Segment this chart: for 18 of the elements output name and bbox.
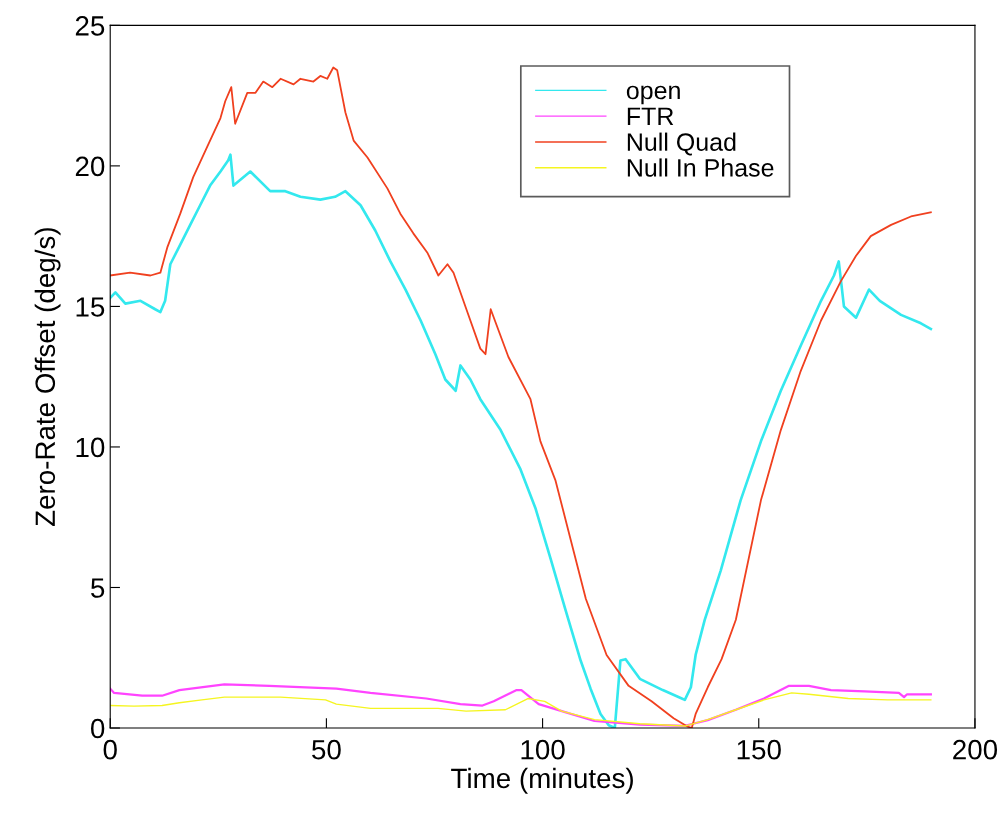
legend-label: open bbox=[626, 85, 680, 105]
legend-label: FTR bbox=[627, 107, 674, 125]
x-tick-label: 50 bbox=[312, 739, 341, 760]
x-axis-title: Time (minutes) bbox=[451, 767, 633, 794]
y-tick-label: 0 bbox=[91, 718, 105, 739]
x-tick-label: 100 bbox=[521, 739, 565, 760]
y-tick-label: 15 bbox=[76, 297, 105, 317]
legend-label: Null In Phase bbox=[627, 158, 774, 177]
y-tick-label: 10 bbox=[76, 437, 105, 458]
x-tick-label: 200 bbox=[953, 739, 998, 760]
y-axis-title: Zero-Rate Offset (deg/s) bbox=[34, 228, 61, 527]
legend-label: Null Quad bbox=[627, 132, 736, 156]
y-tick-label: 25 bbox=[75, 16, 105, 36]
y-tick-label: 20 bbox=[75, 156, 105, 177]
line-series bbox=[110, 683, 932, 727]
y-tick-label: 5 bbox=[91, 578, 105, 598]
x-tick-label: 150 bbox=[737, 739, 781, 760]
line-series bbox=[110, 692, 932, 727]
